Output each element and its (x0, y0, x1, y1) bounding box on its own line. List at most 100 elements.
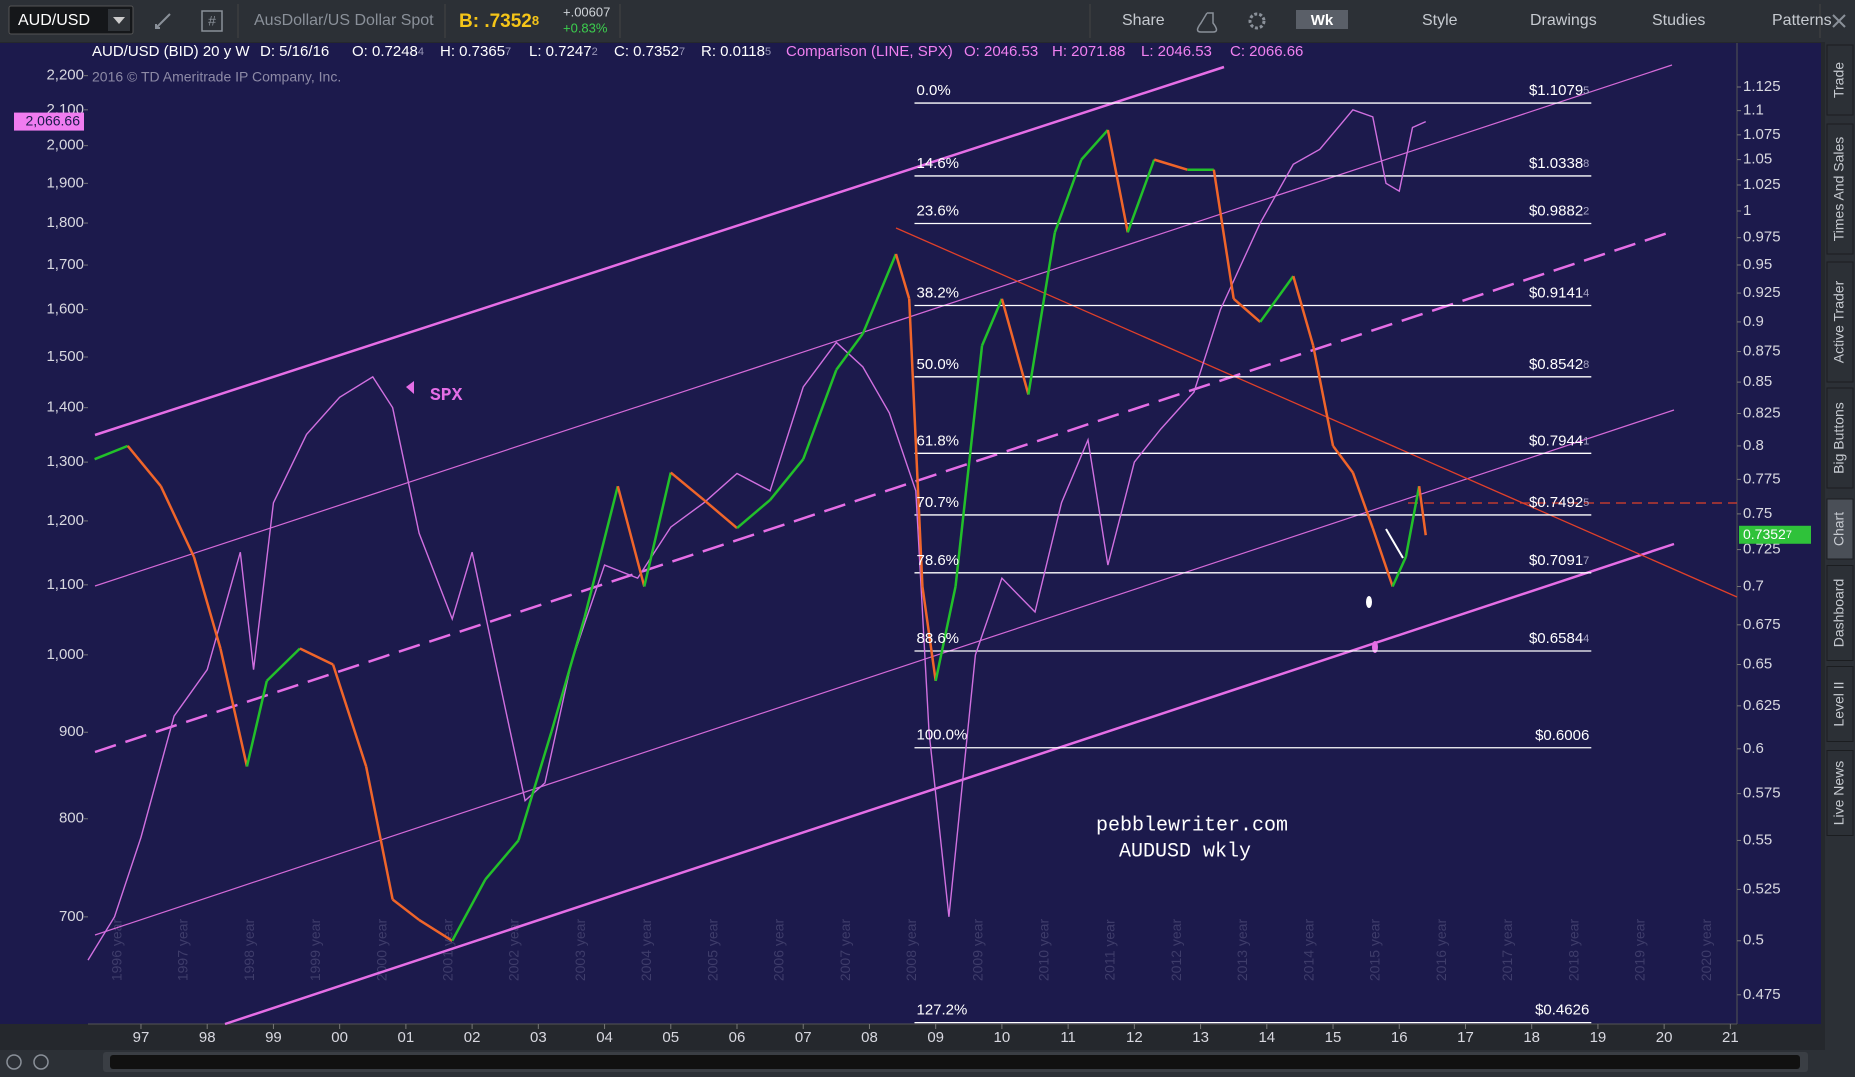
price-segment (550, 616, 586, 732)
price-segment (861, 253, 898, 335)
x-tick-label: 11 (1060, 1029, 1076, 1046)
price-segment (1371, 527, 1394, 587)
header-sub: 4 (418, 46, 424, 58)
zoom-in[interactable] (33, 1054, 49, 1070)
y2-tick-label: 1.125 (1743, 78, 1781, 95)
year-watermark: 2007 year (837, 919, 853, 982)
price-segment (1311, 345, 1335, 447)
fib-price: $1.03388 (1529, 155, 1589, 172)
y2-tick-label: 0.875 (1743, 343, 1781, 360)
price-segment (1027, 232, 1057, 395)
fib-price-sub: 4 (1583, 287, 1589, 299)
side-tab[interactable] (1826, 565, 1854, 661)
fib-price: $0.74925 (1529, 494, 1589, 511)
price-segment (159, 485, 196, 558)
year-watermark: 2002 year (506, 919, 522, 982)
side-tab[interactable] (1826, 44, 1854, 116)
hash-icon[interactable] (201, 10, 223, 32)
price-segment (451, 878, 487, 942)
toolbar-button[interactable]: Wk (1311, 12, 1334, 29)
x-tick-label: 07 (795, 1029, 812, 1046)
x-tick-label: 04 (596, 1029, 613, 1046)
interval-box[interactable] (1296, 10, 1348, 29)
bid-price: B: .73528 (459, 11, 539, 32)
year-watermark: 2016 year (1433, 919, 1449, 982)
side-tab[interactable] (1826, 387, 1854, 489)
price-segment (219, 648, 249, 767)
price-segment (1351, 472, 1374, 529)
gear-icon[interactable] (1248, 12, 1266, 30)
fib-pct: 14.6% (916, 155, 959, 172)
header-item: AUD/USD (BID) 20 y W (92, 43, 250, 60)
y-tick-label: 900 (59, 723, 84, 740)
fib-price: $0.70917 (1529, 552, 1589, 569)
fib-price-main: $0.7492 (1529, 494, 1583, 511)
fib-price: $0.91414 (1529, 284, 1589, 301)
year-watermark: 2005 year (704, 919, 720, 982)
x-tick-label: 20 (1656, 1029, 1673, 1046)
fib-pct: 0.0% (916, 82, 950, 99)
fib-price-main: $0.7944 (1529, 432, 1583, 449)
watermarks: 1996 year 1997 year 1998 year 1999 year 2000… (108, 919, 1713, 982)
toolbar-button[interactable]: Studies (1652, 12, 1705, 29)
y2-tick-label: 0.9 (1743, 313, 1764, 330)
price-segment (484, 839, 520, 881)
y2-tick-label: 0.95 (1743, 256, 1772, 273)
header-value: H: 2071.88 (1052, 43, 1125, 60)
last-price-left: 2,066.66 (26, 112, 81, 128)
y-tick-label: 1,800 (46, 214, 84, 231)
price-segment (1332, 445, 1354, 474)
fib-price-main: $0.7091 (1529, 552, 1583, 569)
marker (1366, 596, 1372, 608)
change-pct: +0.83% (563, 20, 608, 35)
y2-tick-label: 0.925 (1743, 284, 1781, 301)
fib-pct: 78.6% (916, 552, 959, 569)
close-icon[interactable] (1832, 14, 1846, 28)
toolbar-button[interactable]: Drawings (1530, 12, 1597, 29)
x-tick-label: 15 (1325, 1029, 1342, 1046)
side-tab[interactable] (1826, 261, 1854, 383)
flask-icon[interactable] (1196, 12, 1218, 33)
channel-line (94, 409, 1675, 936)
price-segment (1391, 556, 1408, 588)
toolbar-button[interactable]: Share (1122, 12, 1165, 29)
y2-tick-label: 0.825 (1743, 405, 1781, 422)
pointer-line (1385, 528, 1404, 559)
price-segment (1053, 159, 1083, 233)
bid-sub: 8 (532, 13, 539, 28)
fib-price: $0.98822 (1529, 202, 1589, 219)
side-tab[interactable] (1826, 123, 1854, 255)
fib-price-sub: 8 (1583, 158, 1589, 170)
side-tab[interactable] (1826, 666, 1854, 742)
header-sub: 2 (592, 46, 598, 58)
header-item: O: 0.72484 (352, 43, 424, 60)
price-segment (1153, 158, 1188, 171)
year-watermark: 2017 year (1499, 919, 1515, 982)
symbol-box[interactable] (8, 5, 134, 35)
y2-tick-label: 0.575 (1743, 785, 1781, 802)
toolbar-button[interactable]: Style (1422, 12, 1458, 29)
x-tick-label: 99 (265, 1029, 282, 1046)
scroll-thumb[interactable] (110, 1055, 1800, 1069)
left-axis-area (0, 43, 88, 1024)
side-tab[interactable] (1826, 498, 1854, 560)
fib-price: $0.79441 (1529, 432, 1589, 449)
fib-pct: 23.6% (916, 202, 959, 219)
spx-label: SPX (430, 386, 463, 406)
x-tick-label: 14 (1258, 1029, 1275, 1046)
fib-price: $0.6006 (1535, 727, 1589, 744)
header-item: C: 0.73527 (614, 43, 685, 60)
channel-upper (94, 65, 1225, 437)
pencil-icon[interactable] (155, 13, 171, 29)
toolbar-button[interactable]: Patterns (1772, 12, 1832, 29)
fib-price: $1.10795 (1529, 82, 1589, 99)
y2-tick-label: 1.025 (1743, 176, 1781, 193)
price-segment (980, 298, 1004, 347)
side-tab[interactable] (1826, 750, 1854, 836)
zoom-out[interactable] (6, 1054, 22, 1070)
year-watermark: 2008 year (903, 919, 919, 982)
header-item: Comparison (LINE, SPX) (786, 43, 953, 60)
y2-tick-label: 0.6 (1743, 740, 1764, 757)
year-watermark: 1998 year (241, 919, 257, 982)
year-watermark: 2006 year (771, 919, 787, 982)
